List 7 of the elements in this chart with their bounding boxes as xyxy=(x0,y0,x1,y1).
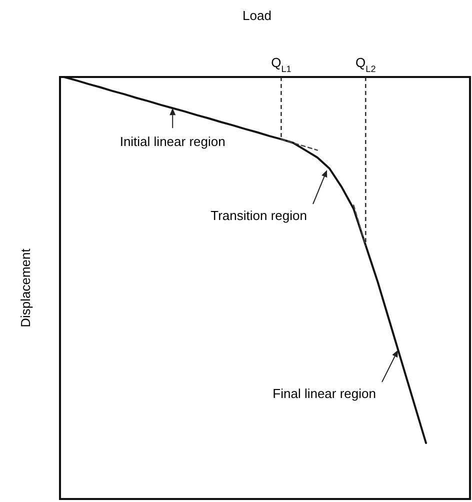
annotation: Initial linear region xyxy=(120,134,226,150)
y-axis-title: Displacement xyxy=(18,248,33,328)
x-tick-label: Q$_{L2}$ xyxy=(356,55,376,74)
x-tick-label: Q$_{L1}$ xyxy=(271,55,292,74)
annotation: Transition region xyxy=(210,208,307,223)
x-axis-title: Load xyxy=(242,8,272,23)
annotation: Final linear region xyxy=(272,386,376,401)
